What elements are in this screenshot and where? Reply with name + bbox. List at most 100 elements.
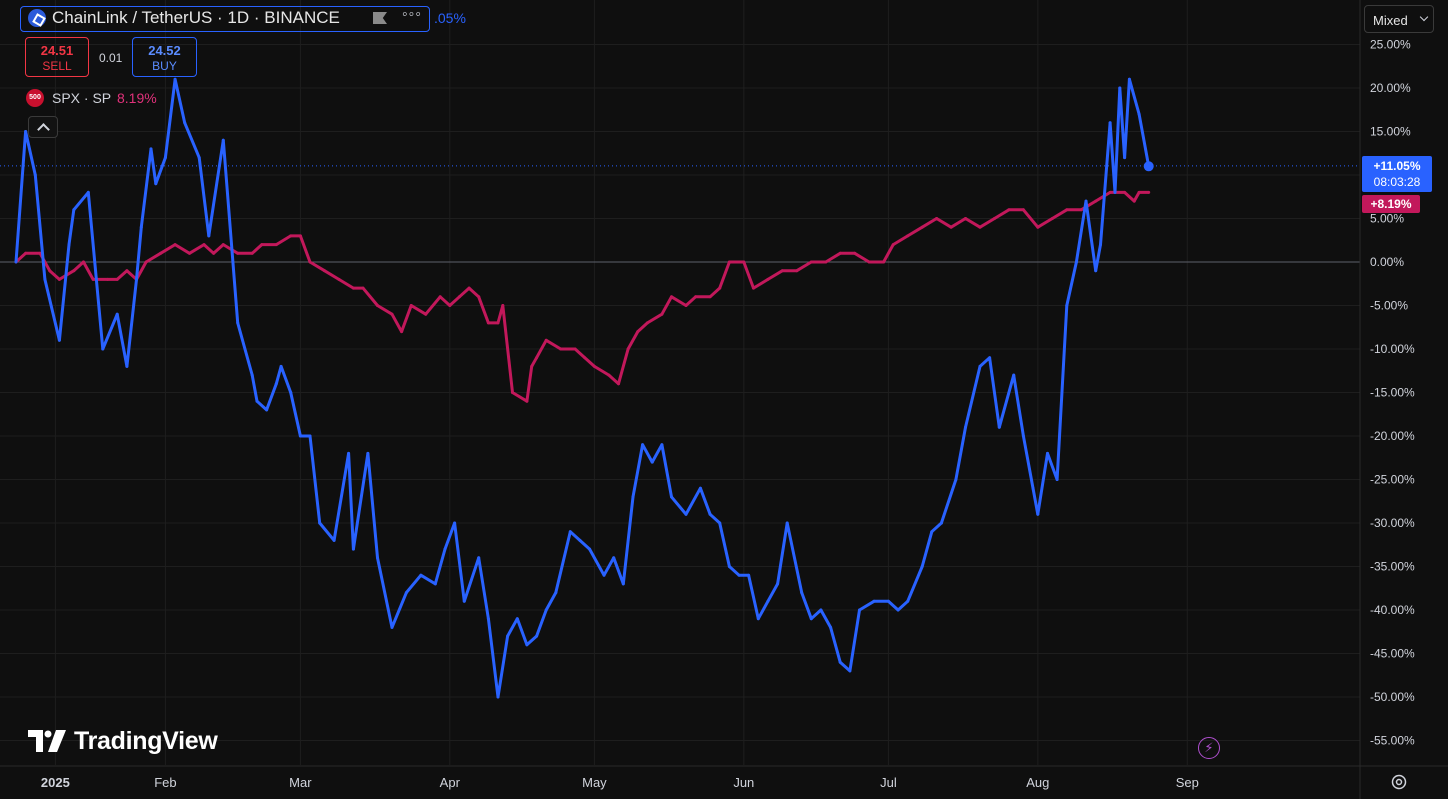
spx-data-point [670,295,674,299]
link-data-point [964,425,968,429]
spx-data-point [780,269,784,273]
spx-data-point [935,217,939,220]
link-data-point [785,521,789,525]
spx-data-point [81,260,85,264]
scale-mode-select[interactable]: Mixed [1364,5,1434,33]
link-data-point [221,138,225,142]
link-data-point [737,573,741,577]
spx-data-point [390,312,394,316]
link-data-point [274,382,278,386]
y-tick-label: 15.00% [1370,125,1411,139]
flag-icon[interactable] [373,12,387,24]
y-tick-label: -25.00% [1370,473,1415,487]
spx-data-point [308,260,312,264]
chevron-down-icon [1419,12,1429,22]
link-data-point [939,521,943,525]
link-data-point [433,582,437,586]
link-data-point [351,547,355,551]
link-data-point [650,460,654,464]
spx-data-point [173,243,177,247]
link-data-point [125,364,129,368]
link-data-point [101,347,105,351]
link-data-point [544,608,548,612]
spx-legend-label[interactable]: SPX · SP [52,90,112,106]
link-data-point [33,173,37,177]
link-data-point [163,156,167,160]
more-options-icon[interactable]: ◦◦◦ [402,6,423,23]
link-data-point [86,190,90,194]
spx-data-point [525,399,529,403]
spx-data-point [1050,217,1054,220]
x-tick-label: Feb [154,775,176,790]
spx-data-point [115,277,119,281]
spx-data-point [409,304,413,307]
spx-data-point [91,277,95,281]
chainlink-logo-icon [28,9,46,27]
link-data-point [207,234,211,238]
link-data-point [1065,304,1069,307]
link-data-point [173,77,177,81]
link-data-point [1036,512,1040,516]
sell-button[interactable]: 24.51 SELL [25,37,89,77]
spx-data-point [322,269,326,273]
spx-data-point [949,225,953,229]
link-data-point [684,512,688,516]
link-data-point [149,147,153,151]
link-data-point [906,599,910,603]
spx-price-badge: +8.19% [1362,195,1420,213]
link-data-point [72,208,76,212]
link-data-point [265,408,269,412]
buy-button[interactable]: 24.52 BUY [132,37,197,77]
link-data-point [1021,434,1025,438]
link-data-point [776,582,780,586]
spx-data-point [583,356,587,360]
spx-data-point [1007,208,1011,212]
link-data-point [1012,373,1016,377]
y-tick-label: -50.00% [1370,690,1415,704]
spx-data-point [867,260,871,264]
x-tick-label: Jul [880,775,897,790]
collapse-legend-button[interactable] [28,116,58,138]
link-data-point [602,573,606,577]
link-data-point [997,425,1001,429]
link-data-point [978,364,982,368]
x-tick-label: 2025 [41,775,70,790]
link-data-point [67,243,71,247]
buy-label: BUY [152,59,177,73]
y-tick-label: -20.00% [1370,429,1415,443]
spx-data-point [221,243,225,247]
y-tick-label: -45.00% [1370,647,1415,661]
spx-data-point [684,304,688,307]
y-tick-label: -55.00% [1370,734,1415,748]
spx-data-point [250,251,254,255]
link-data-point [800,591,804,595]
spx-data-point [212,251,216,255]
link-data-point [612,556,616,560]
link-data-point [515,617,519,621]
link-data-point [115,312,119,316]
spx-data-point [501,304,505,307]
link-data-point [1123,156,1127,160]
spx-data-point [660,312,664,316]
settings-gear-icon[interactable] [1389,772,1409,792]
link-data-point [135,277,138,281]
spx-data-point [824,260,828,264]
link-data-point [660,443,664,447]
spx-data-point [1021,208,1025,212]
lightning-icon[interactable]: ⚡ [1198,737,1220,759]
spx-data-point [337,277,341,281]
link-data-point [988,356,992,360]
symbol-title[interactable]: ChainLink / TetherUS · 1D · BINANCE [52,8,340,27]
link-data-point [535,634,539,638]
spx-legend-value: 8.19% [117,90,157,106]
last-point-marker [1143,161,1154,172]
spx-data-point [694,295,698,299]
y-tick-label: 0.00% [1370,255,1404,269]
spx-data-point [438,295,442,299]
spx-data-point [1094,199,1098,203]
spx-data-point [376,304,379,307]
symbol-header[interactable] [20,6,430,32]
link-data-point [1074,260,1078,264]
